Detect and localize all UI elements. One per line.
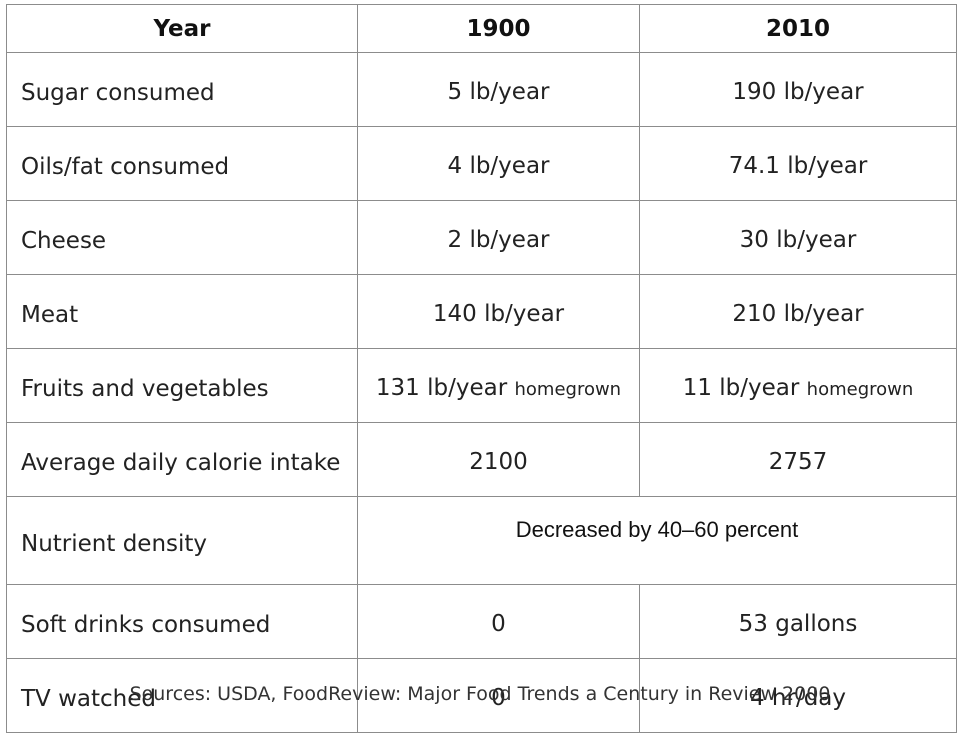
cell-2010: 53 gallons <box>639 584 957 659</box>
table-row: Meat 140 lb/year 210 lb/year <box>6 274 957 349</box>
cell-2010: 74.1 lb/year <box>639 126 957 201</box>
row-label: Fruits and vegetables <box>6 348 358 423</box>
header-1900: 1900 <box>357 4 640 53</box>
header-2010: 2010 <box>639 4 957 53</box>
row-label: Sugar consumed <box>6 52 358 127</box>
comparison-table-container: Year 1900 2010 Sugar consumed 5 lb/year … <box>6 4 957 733</box>
row-label: Meat <box>6 274 358 349</box>
cell-1900: 5 lb/year <box>357 52 640 127</box>
cell-1900: 131 lb/year homegrown <box>357 348 640 423</box>
table-row: Fruits and vegetables 131 lb/year homegr… <box>6 348 957 423</box>
row-label: Cheese <box>6 200 358 275</box>
row-label: Oils/fat consumed <box>6 126 358 201</box>
cell-2010: 11 lb/year homegrown <box>639 348 957 423</box>
header-year: Year <box>6 4 358 53</box>
cell-1900: 2 lb/year <box>357 200 640 275</box>
cell-2010: 210 lb/year <box>639 274 957 349</box>
row-label: Average daily calorie intake <box>6 422 358 497</box>
cell-2010-value: 11 lb/year <box>682 374 800 401</box>
cell-1900-value: 131 lb/year <box>375 374 508 401</box>
cell-1900: 140 lb/year <box>357 274 640 349</box>
cell-2010: 30 lb/year <box>639 200 957 275</box>
header-row: Year 1900 2010 <box>6 4 957 53</box>
cell-2010-note: homegrown <box>806 378 914 400</box>
merged-cell: Decreased by 40–60 percent <box>357 496 957 585</box>
cell-2010: 190 lb/year <box>639 52 957 127</box>
row-label: Nutrient density <box>6 496 358 585</box>
cell-1900: 0 <box>357 584 640 659</box>
row-label: Soft drinks consumed <box>6 584 358 659</box>
source-caption: Sources: USDA, FoodReview: Major Food Tr… <box>129 683 831 705</box>
table-row: Oils/fat consumed 4 lb/year 74.1 lb/year <box>6 126 957 201</box>
cell-1900: 4 lb/year <box>357 126 640 201</box>
table-row: Average daily calorie intake 2100 2757 <box>6 422 957 497</box>
table-row: Cheese 2 lb/year 30 lb/year <box>6 200 957 275</box>
food-trends-table: Year 1900 2010 Sugar consumed 5 lb/year … <box>6 4 957 733</box>
cell-1900-note: homegrown <box>514 378 622 400</box>
table-row: Nutrient density Decreased by 40–60 perc… <box>6 496 957 585</box>
table-row: Soft drinks consumed 0 53 gallons <box>6 584 957 659</box>
table-row: Sugar consumed 5 lb/year 190 lb/year <box>6 52 957 127</box>
cell-1900: 2100 <box>357 422 640 497</box>
cell-2010: 2757 <box>639 422 957 497</box>
